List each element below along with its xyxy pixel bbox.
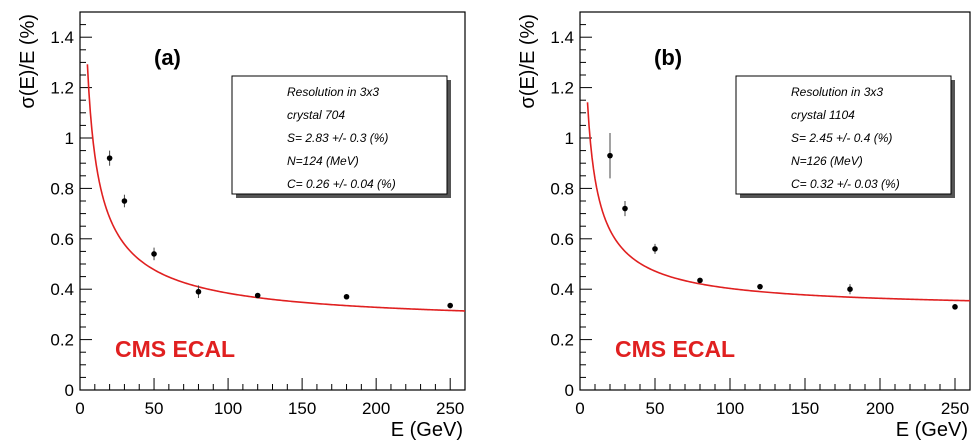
y-tick-label: 0.8: [550, 179, 574, 198]
x-tick-label: 50: [145, 399, 164, 418]
y-tick-label: 0.2: [50, 331, 74, 350]
x-axis-label: E (GeV): [896, 419, 968, 441]
x-tick-label: 250: [436, 399, 464, 418]
y-tick-label: 0: [65, 381, 74, 400]
data-point: [447, 302, 453, 309]
y-tick-label: 1.4: [550, 28, 574, 47]
data-point: [697, 277, 703, 284]
x-tick-label: 150: [288, 399, 316, 418]
legend-entry: crystal 704: [287, 108, 345, 122]
x-tick-label: 200: [362, 399, 390, 418]
data-point: [607, 152, 613, 159]
data-point: [652, 246, 658, 252]
y-tick-label: 0.4: [550, 280, 574, 299]
y-tick-label: 0.6: [550, 230, 574, 249]
x-tick-label: 200: [866, 399, 894, 418]
data-point: [254, 292, 261, 299]
y-axis-label: σ(E)/E (%): [17, 14, 39, 109]
x-axis-label: E (GeV): [391, 419, 463, 441]
cms-ecal-label: CMS ECAL: [615, 336, 735, 362]
data-point: [847, 286, 853, 293]
legend-entry: Resolution in 3x3: [287, 85, 379, 99]
data-point: [121, 198, 128, 204]
chart-panel-a: 0 50 100 150 200 250 0 0.2 0.4 0.6 0.8 1 1.2 1.4 E (Ge…: [17, 11, 466, 441]
x-tick-label: 0: [75, 399, 84, 418]
fit-curve: [586, 102, 971, 302]
x-tick-label: 0: [575, 399, 584, 418]
legend-entry: C= 0.26 +/- 0.04 (%): [287, 177, 396, 191]
y-tick-label: 0: [565, 381, 574, 400]
data-point: [343, 293, 350, 300]
panel-label: (a): [154, 45, 181, 70]
legend-box: [231, 75, 448, 195]
data-point: [151, 251, 157, 257]
y-axis-label: σ(E)/E (%): [517, 14, 539, 109]
legend-entry: N=126 (MeV): [791, 154, 863, 168]
x-tick-label: 150: [791, 399, 819, 418]
x-tick-label: 250: [941, 399, 969, 418]
x-tick-label: 100: [214, 399, 242, 418]
panel-label: (b): [654, 45, 682, 70]
legend-entry: S= 2.45 +/- 0.4 (%): [791, 131, 892, 145]
legend-entry: Resolution in 3x3: [791, 85, 883, 99]
x-tick-label: 50: [646, 399, 665, 418]
legend-entry: S= 2.83 +/- 0.3 (%): [287, 131, 388, 145]
data-point: [195, 288, 202, 295]
y-tick-label: 1: [565, 129, 574, 148]
y-tick-label: 1.2: [50, 79, 74, 98]
data-point: [952, 304, 958, 310]
fit-curve: [86, 64, 466, 312]
y-tick-label: 0.4: [50, 280, 74, 299]
legend-entry: N=124 (MeV): [287, 154, 359, 168]
y-tick-label: 1: [65, 129, 74, 148]
legend-entry: crystal 1104: [791, 108, 855, 122]
data-point: [622, 205, 628, 212]
y-tick-label: 0.8: [50, 179, 74, 198]
y-tick-label: 1.2: [550, 79, 574, 98]
y-tick-label: 0.6: [50, 230, 74, 249]
cms-ecal-label: CMS ECAL: [115, 336, 235, 362]
x-tick-label: 100: [716, 399, 744, 418]
data-point: [106, 155, 113, 161]
legend-entry: C= 0.32 +/- 0.03 (%): [791, 177, 900, 191]
y-tick-label: 1.4: [50, 28, 74, 47]
plot-frame: [579, 11, 971, 391]
y-tick-label: 0.2: [550, 331, 574, 350]
plot-frame: [79, 11, 466, 391]
legend-box: [735, 75, 952, 195]
chart-panel-b: 0 50 100 150 200 250 0 0.2 0.4 0.6 0.8 1 1.2 1.4 E (Ge…: [517, 11, 971, 441]
data-point: [757, 283, 763, 290]
